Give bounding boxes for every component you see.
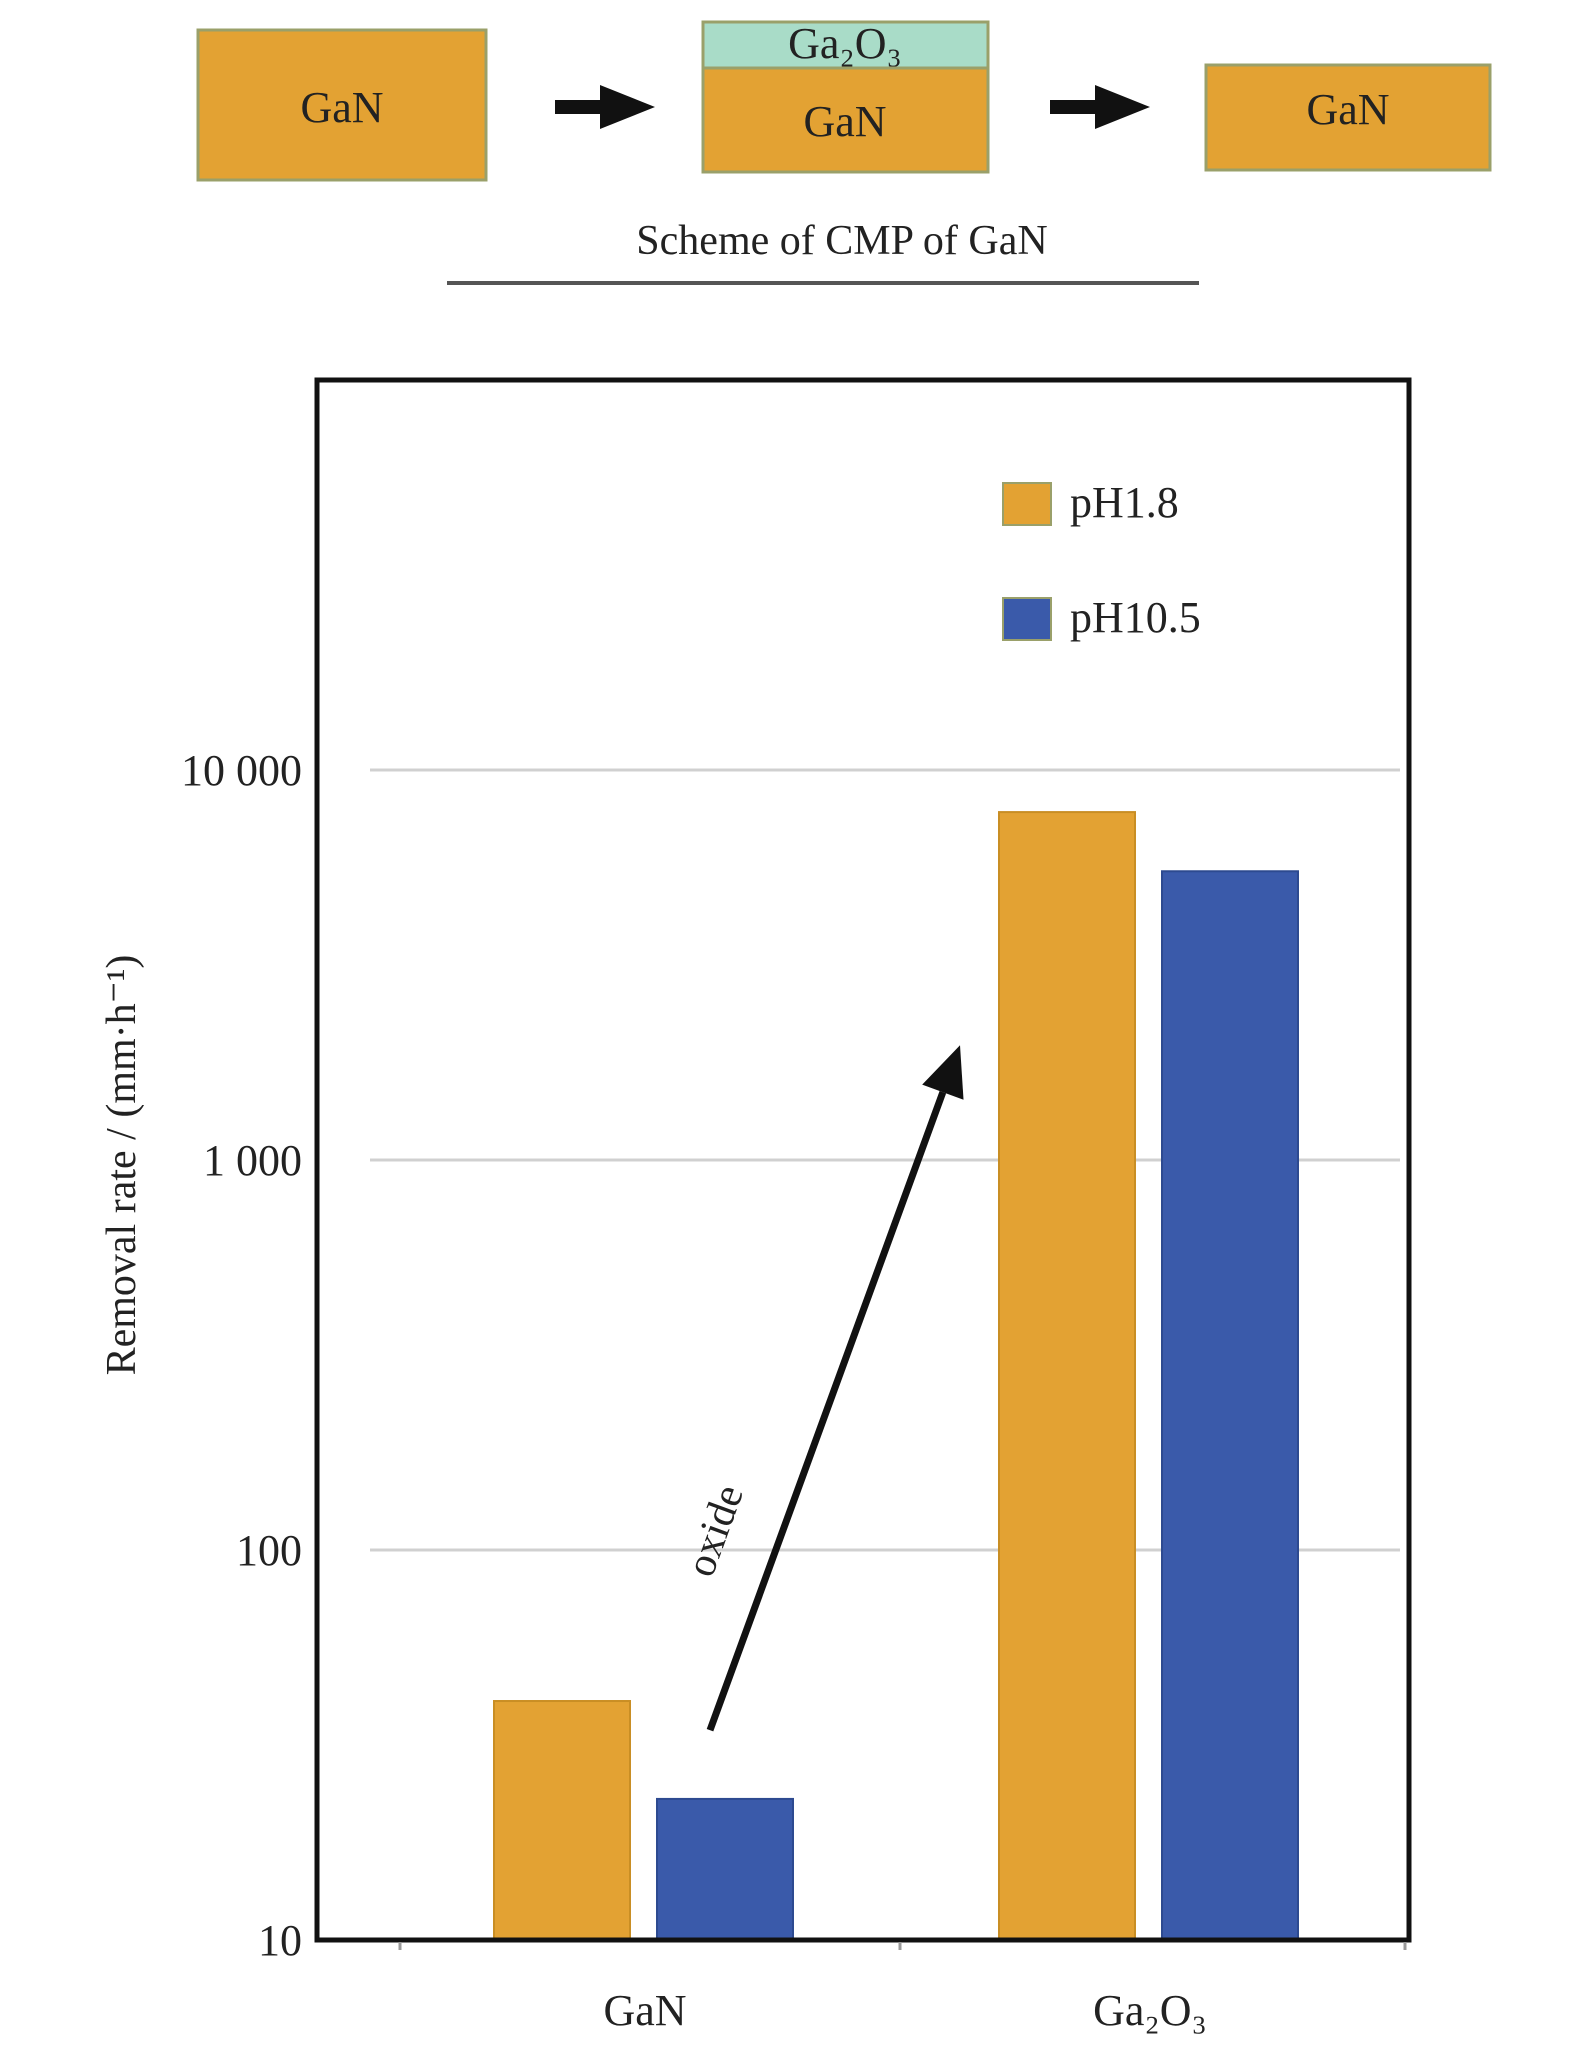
legend-swatch xyxy=(1002,597,1052,641)
legend-label: pH1.8 xyxy=(1070,478,1179,527)
scheme-step1-label: GaN xyxy=(300,83,383,132)
bar-pH105-1 xyxy=(1161,870,1299,1941)
scheme-caption: Scheme of CMP of GaN xyxy=(636,218,1047,264)
y-tick-label: 1 000 xyxy=(203,1136,302,1185)
y-axis-label: Removal rate / (mm·h⁻¹) xyxy=(99,955,145,1376)
scheme-step2-oxide-label: Ga₂O₃ xyxy=(788,19,902,68)
oxide-annotation-label: oxide xyxy=(678,1479,753,1582)
removal-rate-chart: 10 100 1 000 10 000 GaN Ga₂O₃ Removal rate /… xyxy=(99,377,1412,2035)
cmp-scheme: GaN Ga₂O₃ GaN GaN Scheme of CMP of GaN xyxy=(196,19,1492,285)
y-tick-label: 10 xyxy=(258,1916,302,1965)
bar-pH18-0 xyxy=(493,1700,631,1941)
arrow-right-icon xyxy=(1050,85,1150,129)
legend-swatch xyxy=(1002,482,1052,526)
oxide-arrow-line xyxy=(706,1090,947,1732)
bar-pH105-0 xyxy=(656,1797,794,1941)
oxide-arrow-head xyxy=(922,1045,964,1100)
bars xyxy=(493,811,1299,1941)
scheme-step1-gan-block xyxy=(196,28,488,182)
scheme-step3-gan-block xyxy=(1204,63,1492,172)
y-ticks: 10 100 1 000 10 000 xyxy=(181,746,302,1965)
scheme-step3-label: GaN xyxy=(1306,85,1389,134)
x-ticks: GaN Ga₂O₃ xyxy=(398,1942,1407,2035)
legend-label: pH10.5 xyxy=(1070,593,1201,642)
x-category-label: Ga₂O₃ xyxy=(1093,1986,1207,2035)
plot-frame xyxy=(314,377,1412,1943)
oxide-annotation: oxide xyxy=(678,1045,964,1732)
arrow-right-icon xyxy=(555,85,655,129)
x-category-label: GaN xyxy=(603,1986,686,2035)
y-tick-label: 100 xyxy=(236,1526,302,1575)
bar-pH18-1 xyxy=(998,811,1136,1941)
scheme-step2-gan-block xyxy=(701,66,990,174)
scheme-caption-rule xyxy=(447,281,1199,285)
y-tick-label: 10 000 xyxy=(181,746,302,795)
legend: pH1.8 pH10.5 xyxy=(1002,478,1201,642)
scheme-step2-label: GaN xyxy=(803,97,886,146)
